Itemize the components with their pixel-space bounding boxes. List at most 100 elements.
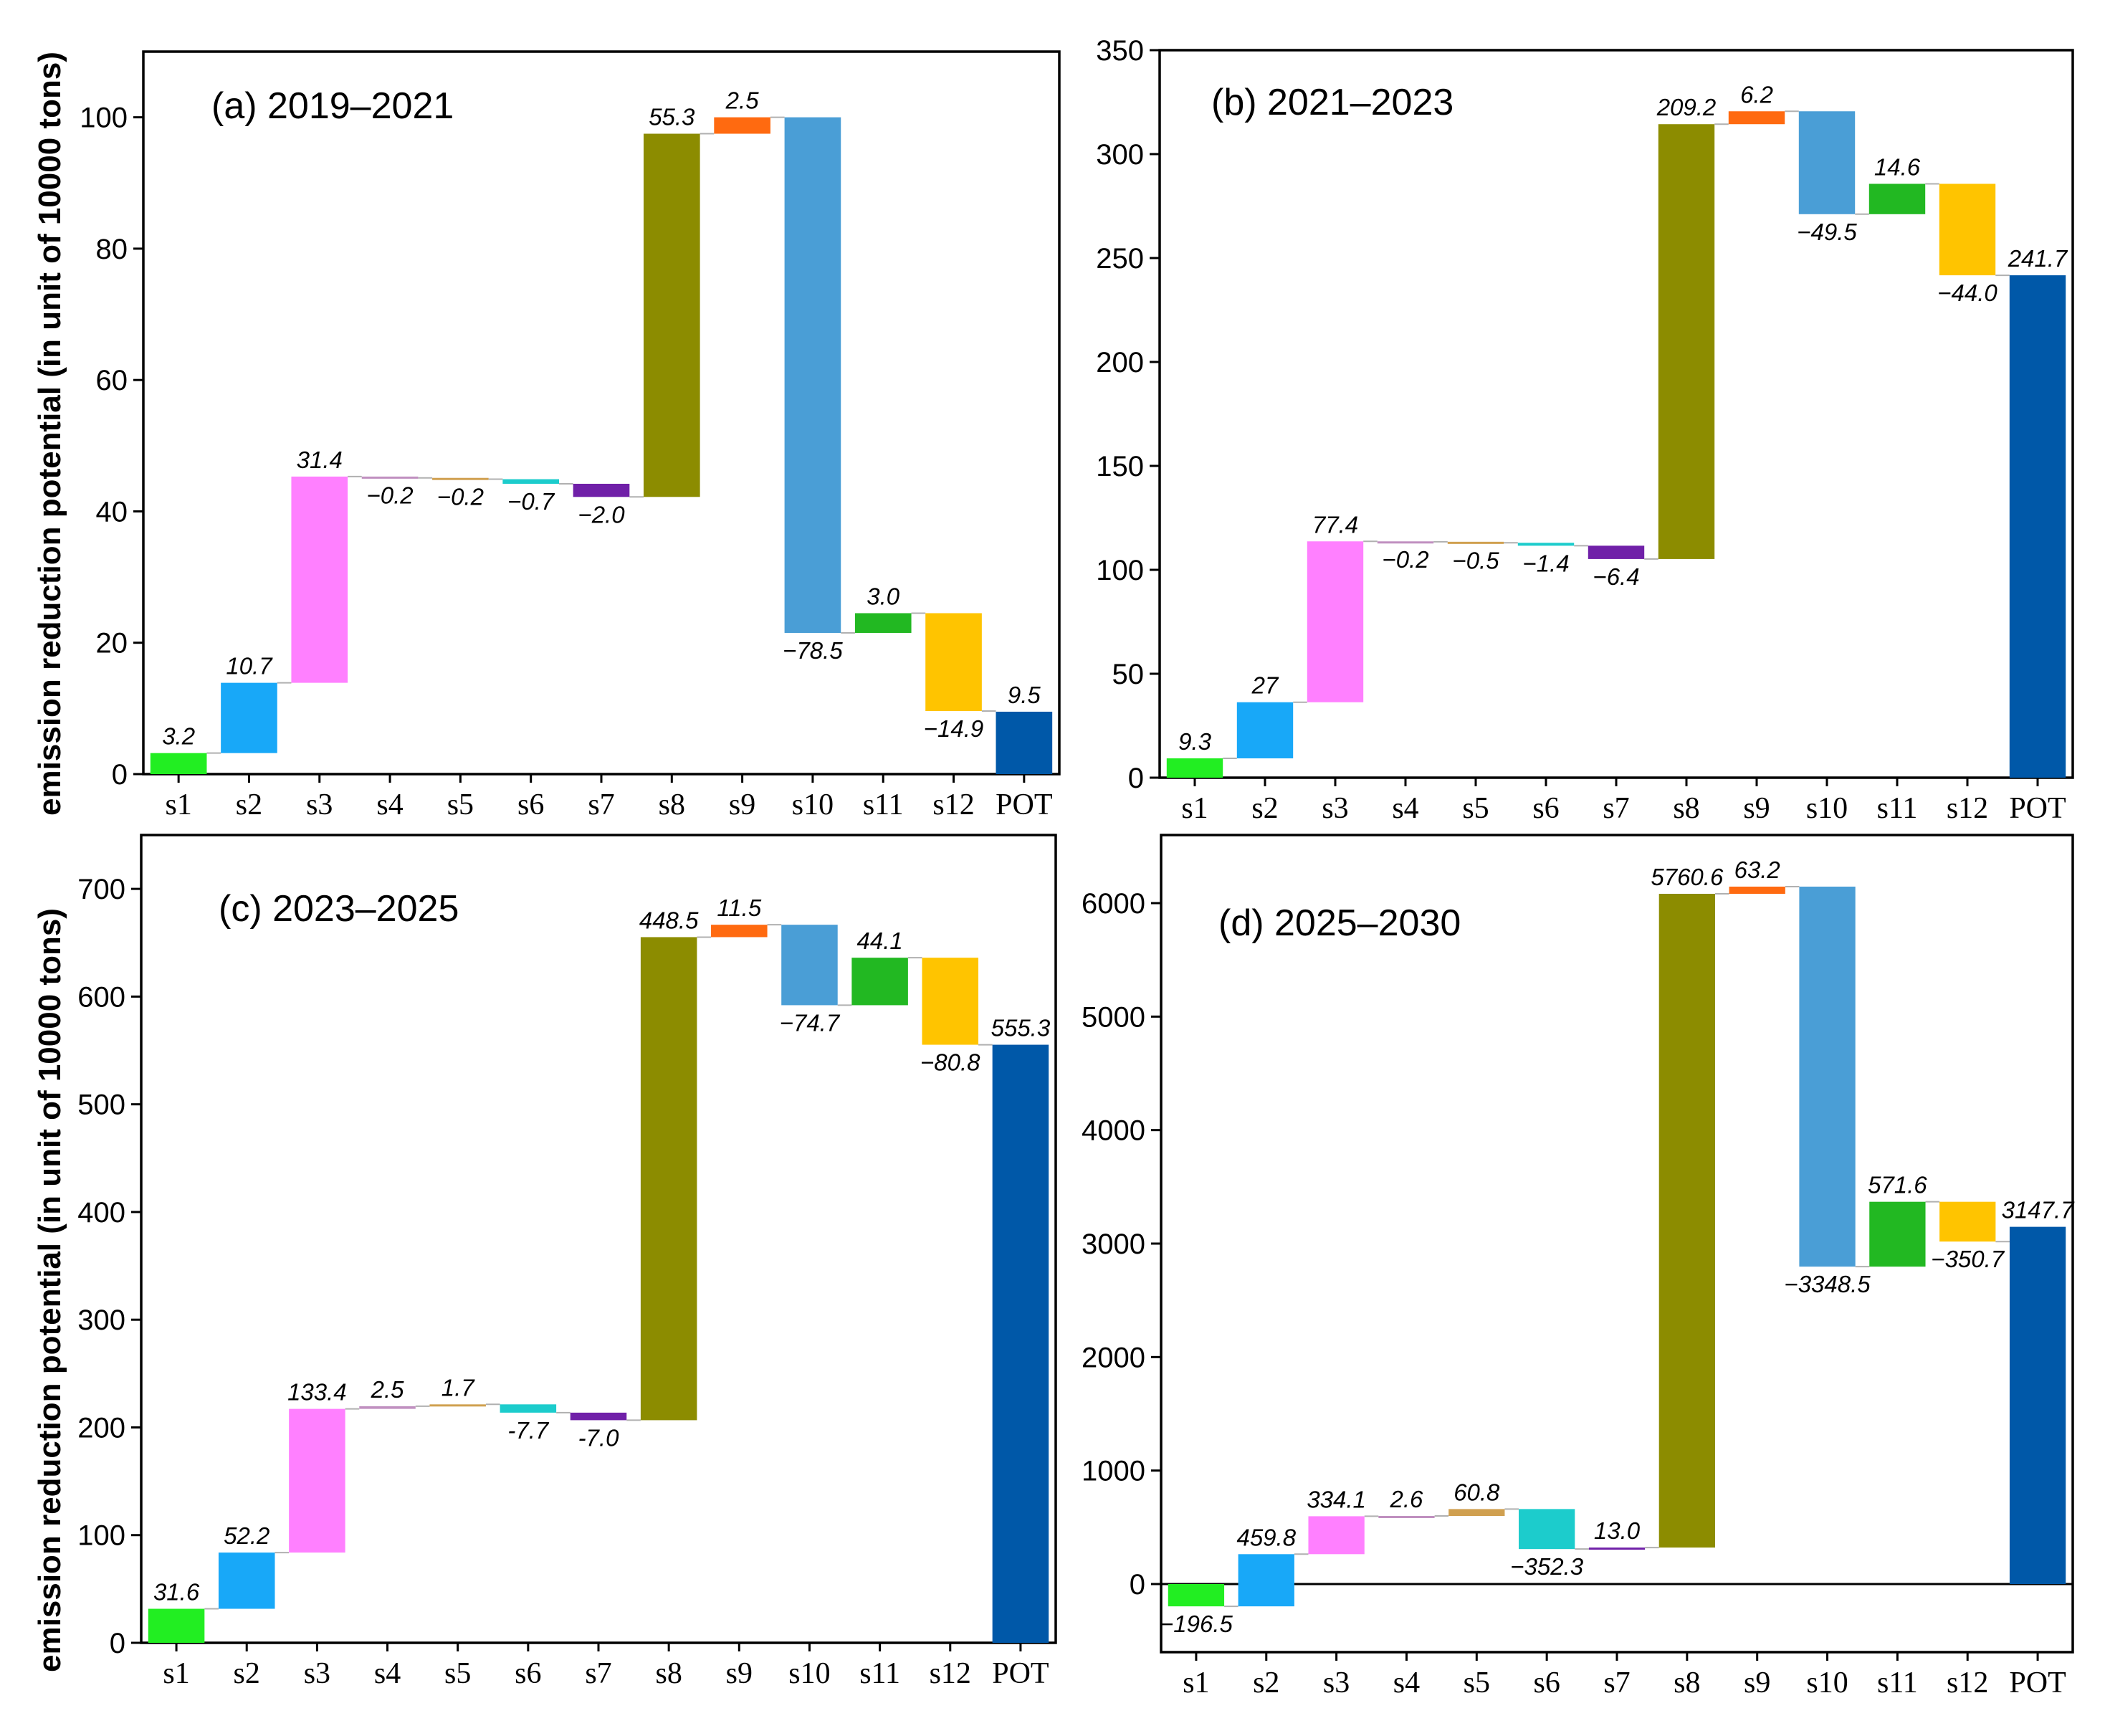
value-label-s2: 27 [1251,672,1279,699]
panel-title: (b) 2021–2023 [1211,82,1454,123]
x-tick-label: s10 [1806,1666,1848,1699]
bar-s3 [291,476,348,683]
y-tick-label: 700 [77,874,125,905]
panel-a: 0 20 40 60 80 100 (a) 2019–2021 3.2 s1 10.7 s2 31.4… [80,50,1061,821]
x-tick-label: s1 [165,788,191,821]
x-tick-label: POT [2009,792,2066,825]
bar-s3 [289,1408,345,1553]
value-label-s12: −44.0 [1937,280,1997,306]
bar-s9 [711,925,768,938]
y-tick-label: 100 [80,102,128,134]
value-label-s2: 10.7 [226,653,273,679]
value-label-s7: 13.0 [1594,1517,1641,1544]
panel-title: (d) 2025–2030 [1218,902,1461,944]
x-tick-label: s9 [726,1657,753,1690]
x-tick-label: s6 [517,788,544,821]
y-axis-title-bottom: emission reduction potential (in unit of… [32,908,67,1672]
y-tick-label: 350 [1096,35,1144,67]
bar-s1 [148,1608,205,1643]
bar-s2 [1236,702,1294,759]
x-tick-label: s2 [1251,792,1278,825]
y-tick-label: 5000 [1082,1001,1145,1033]
x-tick-label: s9 [1744,1666,1770,1699]
x-tick-label: s10 [788,1657,830,1690]
y-tick-label: 6000 [1082,888,1145,920]
value-label-s6: −352.3 [1510,1553,1583,1580]
bar-s8 [640,937,697,1421]
value-label-s3: 133.4 [287,1379,347,1406]
y-tick-label: 0 [1128,763,1144,794]
bar-s8 [1658,894,1715,1548]
y-tick-label: 1000 [1082,1456,1145,1487]
value-label-POT: 9.5 [1008,682,1041,708]
x-tick-label: s2 [234,1657,260,1690]
bar-s5 [1447,541,1504,544]
y-tick-label: 400 [77,1197,125,1229]
bar-s6 [500,1404,557,1413]
y-tick-label: 3000 [1082,1229,1145,1260]
x-tick-label: s4 [376,788,403,821]
value-label-s6: −1.4 [1522,550,1569,576]
x-tick-label: s12 [932,788,974,821]
bar-s5 [429,1404,486,1407]
bar-s5 [432,477,489,480]
bar-s6 [1517,543,1575,546]
bar-s3 [1308,1516,1365,1555]
value-label-s1: −196.5 [1160,1611,1233,1637]
bar-s9 [1728,111,1785,125]
panel-title: (c) 2023–2025 [219,888,459,930]
y-tick-label: 4000 [1082,1115,1145,1147]
y-tick-label: 80 [96,234,128,265]
x-tick-label: s12 [930,1657,971,1690]
y-tick-label: 100 [77,1520,125,1552]
value-label-s2: 52.2 [224,1522,269,1549]
x-tick-label: s4 [1393,1666,1420,1699]
bar-s11 [854,613,912,633]
bar-s11 [1868,183,1926,214]
x-tick-label: s7 [1603,792,1629,825]
y-axis-title-top: emission reduction potential (in unit of… [32,52,67,816]
bar-s4 [359,1406,416,1409]
x-tick-label: POT [2009,1666,2066,1699]
x-tick-label: s1 [163,1657,189,1690]
value-label-s11: 3.0 [867,583,900,609]
bar-s8 [643,133,700,497]
bar-s2 [1238,1554,1294,1607]
bar-s2 [221,682,277,753]
y-tick-label: 20 [96,628,128,659]
value-label-s8: 5760.6 [1651,864,1724,890]
bar-s4 [1378,1516,1435,1518]
x-tick-label: s5 [1462,792,1489,825]
value-label-s5: −0.2 [437,484,484,510]
y-tick-label: 2000 [1082,1342,1145,1373]
value-label-s9: 6.2 [1740,81,1773,108]
x-tick-label: s10 [1806,792,1848,825]
value-label-POT: 3147.7 [2002,1197,2076,1224]
x-tick-label: s5 [447,788,474,821]
x-tick-label: s4 [374,1657,401,1690]
x-tick-label: s7 [588,788,614,821]
bar-s1 [1168,1584,1225,1607]
panel-c: 0 100 200 300 400 500 600 700 (c) 2023–2025 31.6 s… [77,834,1057,1690]
value-label-s9: 11.5 [717,895,761,921]
bar-s6 [502,479,560,484]
value-label-s10: −78.5 [783,637,843,664]
value-label-s4: −0.2 [1382,546,1428,573]
x-tick-label: s11 [1877,792,1918,825]
x-tick-label: s4 [1392,792,1418,825]
y-tick-label: 100 [1096,555,1144,586]
value-label-s7: −6.4 [1593,563,1639,590]
value-label-s5: −0.5 [1452,547,1499,573]
value-label-POT: 555.3 [991,1015,1051,1041]
value-label-s6: -7.7 [507,1417,550,1444]
y-tick-label: 500 [77,1089,125,1121]
x-tick-label: s12 [1947,1666,1988,1699]
x-tick-label: s6 [1532,792,1559,825]
value-label-s8: 209.2 [1656,94,1717,120]
value-label-s3: 31.4 [297,447,343,473]
x-tick-label: s5 [1464,1666,1490,1699]
bar-s10 [1799,886,1856,1267]
x-tick-label: s7 [585,1657,611,1690]
